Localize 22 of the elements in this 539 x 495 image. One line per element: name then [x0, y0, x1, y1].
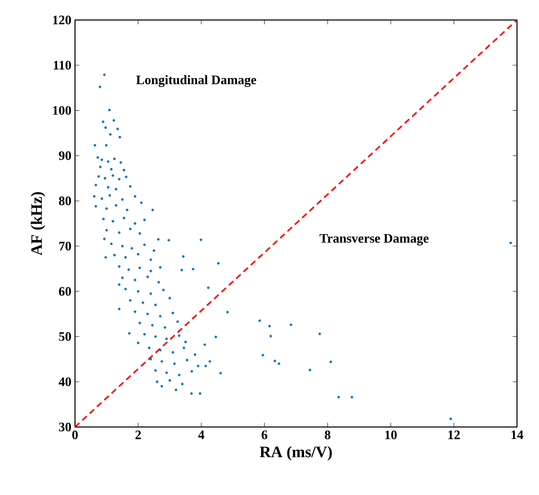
y-tick-label: 120 [53, 16, 71, 24]
x-tick-label: 2 [135, 430, 141, 440]
annotation: Transverse Damage [320, 234, 429, 246]
y-tick-label: 100 [53, 106, 71, 115]
y-tick-label: 70 [59, 242, 71, 250]
y-tick-label: 80 [58, 196, 71, 206]
x-tick-label: 4 [198, 430, 204, 440]
y-tick-label: 40 [58, 377, 71, 386]
x-tick-label: 0 [72, 430, 78, 440]
y-axis-title: AF (kHz) [30, 192, 46, 256]
x-tick-label: 14 [512, 430, 524, 440]
y-tick-label: 110 [54, 60, 71, 70]
x-tick-label: 12 [448, 430, 460, 440]
x-tick-label: 10 [385, 430, 397, 440]
y-tick-label: 30 [59, 422, 71, 432]
y-tick-label: 90 [58, 151, 71, 160]
x-tick-label: 6 [262, 430, 268, 440]
annotation: Longitudinal Damage [136, 75, 256, 87]
x-axis-title: RA (ms/V) [260, 446, 332, 461]
x-tick-label: 8 [324, 430, 330, 440]
y-tick-label: 60 [58, 286, 71, 296]
y-tick-label: 50 [59, 332, 71, 341]
